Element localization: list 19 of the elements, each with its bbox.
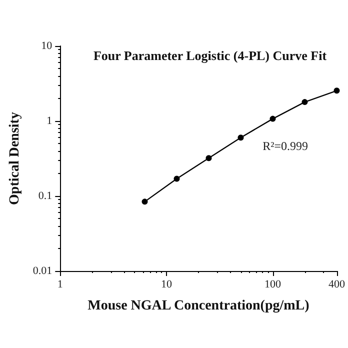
x-tick-label: 10: [160, 278, 172, 290]
point: [238, 134, 244, 141]
y-tick-label: 1: [46, 115, 52, 127]
point: [302, 99, 308, 106]
chart-title: Four Parameter Logistic (4-PL) Curve Fit: [93, 48, 328, 63]
x-axis-title: Mouse NGAL Concentration(pg/mL): [88, 298, 310, 314]
point: [142, 198, 148, 205]
y-tick-label: 10: [41, 40, 53, 52]
point: [206, 155, 212, 162]
x-tick-label: 400: [328, 278, 346, 290]
y-tick-label: 0.01: [32, 265, 52, 277]
point: [334, 88, 340, 94]
y-axis-title: Optical Density: [8, 112, 22, 205]
x-tick-label: 100: [264, 278, 282, 290]
x-tick-label: 1: [57, 278, 63, 290]
y-tick-label: 0.1: [38, 190, 52, 202]
point: [174, 176, 180, 182]
annotation: R²=0.999: [262, 139, 308, 153]
point: [270, 116, 276, 122]
